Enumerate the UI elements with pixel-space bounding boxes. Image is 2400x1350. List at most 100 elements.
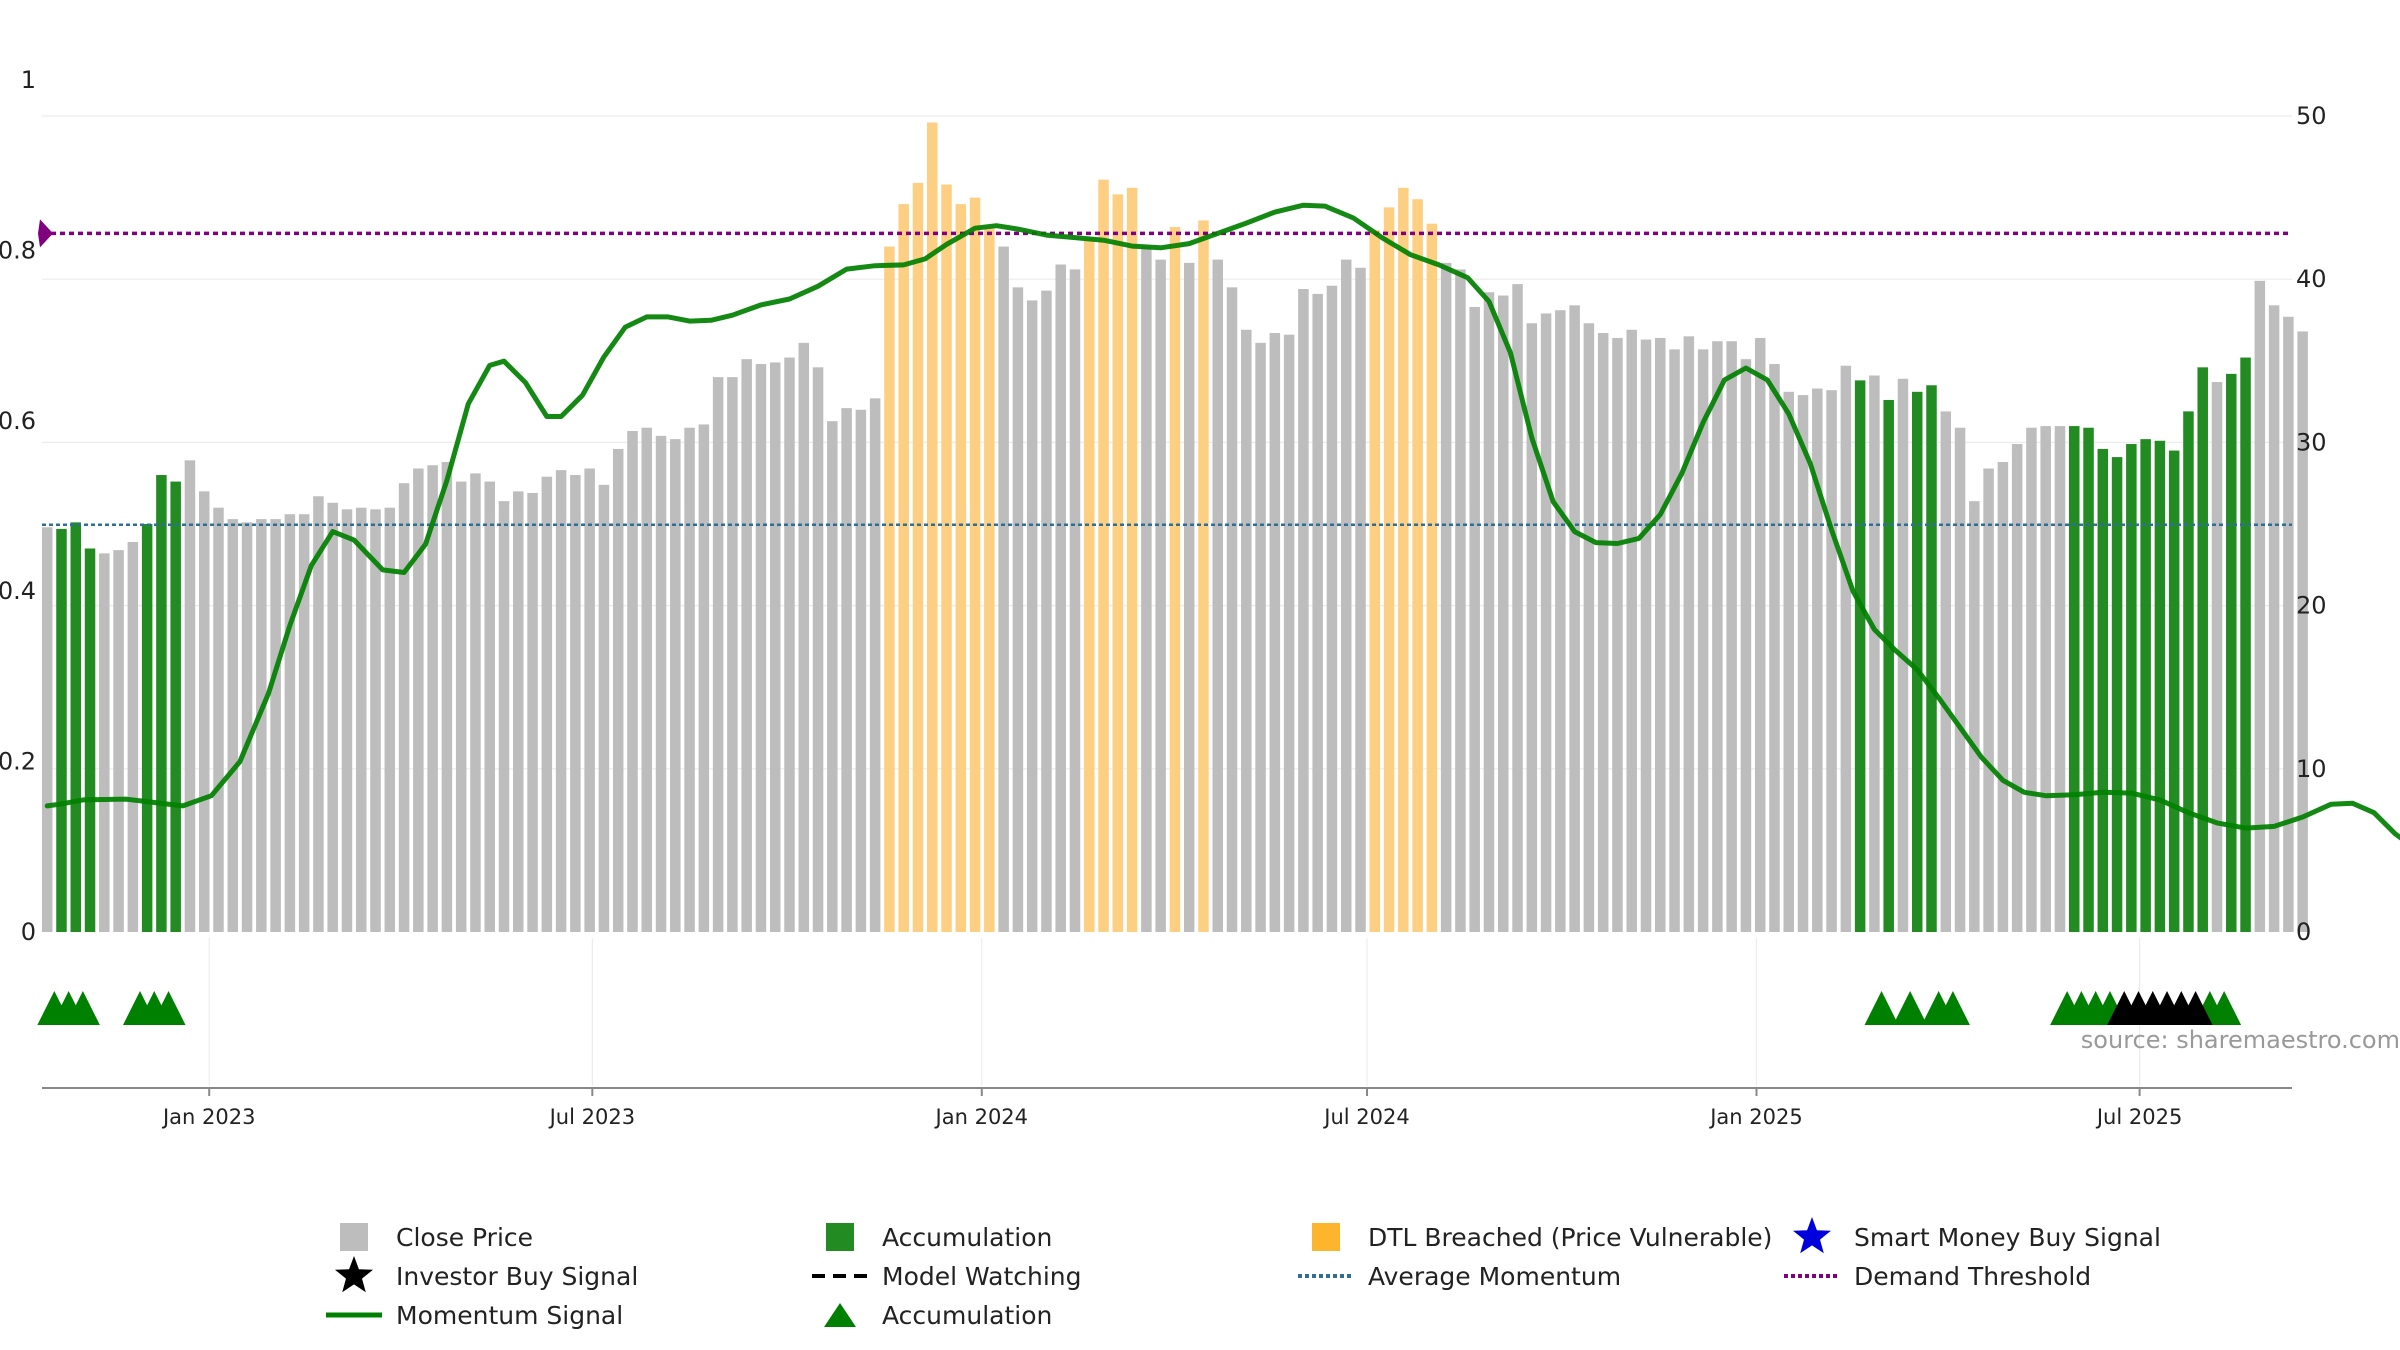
close-price-bar	[327, 502, 338, 932]
close-price-bar	[1498, 295, 1509, 932]
y-right-tick-label: 40	[2296, 265, 2327, 293]
dtl-breached-bar	[927, 122, 938, 932]
y-left-tick-label: 0.6	[0, 407, 36, 435]
accumulation-bar	[141, 524, 153, 932]
close-price-bar	[1326, 285, 1338, 933]
close-price-bar	[798, 342, 810, 933]
accumulation-bar	[2126, 444, 2137, 932]
x-tick-label: Jul 2024	[1322, 1105, 1409, 1129]
accumulation-bar	[2083, 427, 2094, 932]
close-price-bar	[370, 509, 381, 932]
close-price-bar	[2283, 316, 2294, 932]
close-price-bar	[684, 427, 695, 932]
y-left-tick-label: 0.8	[0, 236, 36, 264]
close-price-bar	[1455, 269, 1466, 932]
legend-label: Average Momentum	[1368, 1262, 1621, 1291]
x-tick-label: Jul 2023	[548, 1105, 635, 1129]
close-price-bar	[241, 522, 253, 932]
y-right-tick-label: 50	[2296, 102, 2327, 130]
close-price-bar	[455, 481, 467, 932]
close-price-bar	[1683, 336, 1695, 932]
accumulation-bar	[70, 522, 81, 932]
accumulation-marker	[1864, 991, 1899, 1025]
close-price-bar	[2297, 331, 2308, 932]
close-price-bar	[2254, 280, 2266, 933]
dtl-breached-bar	[1426, 223, 1438, 932]
close-price-bar	[413, 468, 424, 932]
accumulation-bar	[2154, 440, 2166, 932]
close-price-bar	[427, 465, 438, 932]
close-price-bar	[1812, 388, 1823, 932]
dtl-breached-bar	[912, 182, 924, 932]
close-price-bar	[869, 398, 881, 933]
close-price-bar	[1840, 365, 1852, 932]
x-tick-label: Jan 2025	[1708, 1105, 1803, 1129]
close-price-bar	[184, 460, 196, 932]
close-price-bar	[641, 427, 652, 932]
close-price-bar	[1483, 292, 1495, 932]
close-price-bar	[1626, 329, 1637, 932]
accumulation-bar	[2140, 439, 2151, 932]
close-price-bar	[1183, 262, 1195, 932]
close-price-bar	[769, 362, 781, 932]
close-price-bar	[284, 514, 296, 932]
close-price-bar	[127, 541, 139, 932]
dtl-breached-bar	[955, 204, 967, 932]
y-right-tick-label: 30	[2296, 428, 2327, 456]
legend-label: Model Watching	[882, 1262, 1082, 1291]
dtl-breached-bar	[984, 228, 995, 933]
legend-star-icon	[335, 1256, 373, 1293]
close-price-bar	[1555, 310, 1566, 933]
close-price-bar	[1697, 349, 1709, 932]
close-price-bar	[827, 421, 838, 932]
y-right-tick-label: 0	[2296, 918, 2311, 946]
close-price-bar	[627, 430, 638, 932]
dtl-breached-bar	[1412, 199, 1423, 933]
accumulation-bar	[2069, 426, 2080, 932]
y-left-tick-label: 0.4	[0, 577, 36, 605]
close-price-bar	[1069, 269, 1081, 932]
close-price-bar	[2026, 427, 2037, 932]
legend-swatch-square	[826, 1223, 854, 1251]
close-price-bar	[1583, 323, 1595, 932]
accumulation-bar	[2097, 448, 2109, 932]
close-price-bar	[727, 377, 738, 932]
legend-label: Smart Money Buy Signal	[1854, 1223, 2161, 1252]
legend-star-icon	[1793, 1217, 1831, 1254]
dtl-breached-bar	[1169, 226, 1181, 933]
close-price-bar	[1655, 337, 1666, 932]
accumulation-bar	[1926, 385, 1937, 932]
close-price-bar	[513, 491, 524, 932]
close-price-bar	[1740, 359, 1752, 932]
close-price-bar	[998, 246, 1009, 932]
dtl-breached-bar	[941, 184, 952, 933]
legend-label: DTL Breached (Price Vulnerable)	[1368, 1223, 1772, 1252]
legend-swatch-square	[340, 1223, 368, 1251]
investor-buy-marker	[2178, 991, 2213, 1025]
close-price-bar	[541, 476, 553, 932]
close-price-bar	[1355, 267, 1366, 932]
lines-layer	[38, 202, 2400, 841]
accumulation-bar	[2197, 367, 2208, 933]
legend-label: Momentum Signal	[396, 1301, 623, 1330]
legend-swatch-square	[1312, 1223, 1340, 1251]
accumulation-bar	[1854, 380, 1866, 932]
close-price-bar	[1226, 287, 1238, 932]
close-price-bar	[698, 424, 710, 932]
dtl-breached-bar	[969, 197, 981, 933]
close-price-bar	[527, 492, 538, 932]
close-price-bar	[1540, 313, 1552, 933]
accumulation-bar	[56, 528, 67, 932]
dtl-breached-bar	[1198, 220, 1209, 932]
accumulation-bar	[2183, 411, 2194, 932]
close-price-bar	[398, 483, 410, 932]
legend-triangle-icon	[824, 1303, 856, 1327]
accumulation-bar	[2226, 373, 2237, 932]
x-tick-label: Jan 2023	[161, 1105, 256, 1129]
signal-markers-layer	[37, 991, 2242, 1025]
accumulation-bar	[84, 548, 96, 932]
close-price-bar	[41, 527, 53, 932]
dtl-breached-bar	[1383, 207, 1395, 932]
close-price-bar	[1255, 342, 1266, 933]
